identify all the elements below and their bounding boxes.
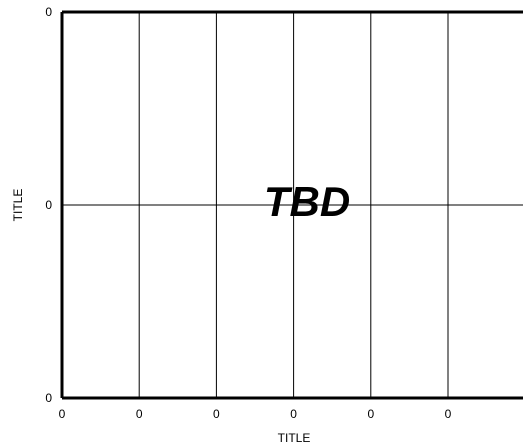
x-tick-label: 0 (290, 407, 297, 421)
y-tick-label: 0 (45, 5, 52, 19)
y-tick-labels: 0 0 0 (45, 5, 52, 405)
x-tick-label: 0 (445, 407, 452, 421)
x-axis-title: TITLE (278, 431, 311, 445)
tbd-annotation: TBD (264, 178, 350, 225)
y-tick-label: 0 (45, 391, 52, 405)
axes (60, 10, 523, 400)
grid-lines (62, 12, 523, 398)
y-tick-label: 0 (45, 198, 52, 212)
x-tick-label: 0 (59, 407, 66, 421)
x-tick-label: 0 (136, 407, 143, 421)
x-tick-label: 0 (367, 407, 374, 421)
y-axis-title: TITLE (11, 189, 25, 222)
x-tick-label: 0 (213, 407, 220, 421)
